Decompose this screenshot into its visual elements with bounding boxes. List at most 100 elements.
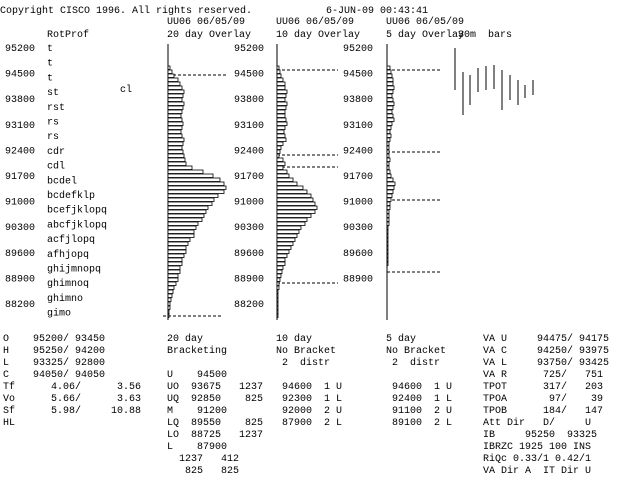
tpo-letters: gimo [47, 308, 71, 320]
profile-bar [276, 265, 284, 270]
profile-bar [167, 141, 184, 146]
price-label: 91700 [5, 172, 35, 183]
summary-line: RiQc 0.33/1 0.42/1 [483, 453, 591, 465]
summary-line: L 93325/ 92800 [3, 357, 105, 369]
profile-bar [276, 201, 316, 206]
price-label: 93100 [343, 121, 373, 132]
price-label: 94500 [234, 70, 264, 81]
profile-bar [167, 121, 184, 126]
profile-bar [167, 265, 181, 270]
profile-bar [386, 165, 390, 170]
profile-bar [386, 93, 393, 98]
profile-bar [386, 129, 391, 134]
profile-bar [167, 273, 179, 278]
profile-bar [167, 261, 183, 266]
profile-bar [167, 313, 170, 318]
profile-bar [276, 113, 286, 118]
profile-bar [386, 245, 389, 250]
profile-bar [167, 217, 203, 222]
price-label: 90300 [343, 223, 373, 234]
price-label: 93100 [234, 121, 264, 132]
profile-bar [167, 285, 175, 290]
summary-line: Tf 4.06/ 3.56 [3, 381, 141, 393]
profile-bar [386, 241, 389, 246]
profile-bar [386, 177, 394, 182]
profile-bar [167, 193, 219, 198]
profile-bar [386, 213, 390, 218]
price-label: 92400 [234, 146, 264, 157]
price-label: 94500 [343, 70, 373, 81]
summary-line: 94600 1 U [386, 382, 452, 393]
profile-bar [386, 133, 392, 138]
price-label: 89600 [5, 249, 35, 260]
profile-bar [167, 177, 221, 182]
profile-bar [386, 113, 394, 118]
profile-bar [167, 197, 215, 202]
tpo-letters: bcdefklp [47, 190, 95, 202]
profile-bar [167, 117, 183, 122]
summary-line: Bracketing [167, 345, 227, 357]
summary-line: VA C 94250/ 93975 [483, 345, 609, 357]
profile-bar [386, 117, 395, 122]
profile-bar [276, 225, 302, 230]
profile-bar [276, 237, 296, 242]
summary-line: 89100 2 L [386, 418, 452, 429]
profile-bar [276, 205, 318, 210]
profile-bar [167, 113, 182, 118]
profile-bar [167, 253, 185, 258]
profile-bar [386, 189, 394, 194]
summary-line: 94600 1 U [276, 382, 342, 393]
summary-line: VA L 93750/ 93425 [483, 357, 609, 369]
profile-bar [386, 185, 395, 190]
profile-bar [167, 97, 183, 102]
profile-bar [276, 297, 279, 302]
price-label: 92400 [5, 146, 35, 157]
profile-bar [167, 205, 209, 210]
summary-line: 91100 2 U [386, 406, 452, 417]
profile-bar [167, 81, 181, 86]
profile-bar [386, 197, 392, 202]
overlay-label: 10 day Overlay [276, 29, 360, 41]
overlay-symbol: UU06 06/05/09 [167, 16, 245, 28]
profile-bar [167, 169, 204, 174]
rotprof-title: RotProf [47, 29, 89, 41]
price-label: 88900 [5, 274, 35, 285]
profile-bar [167, 269, 181, 274]
profile-bar [276, 137, 287, 142]
summary-line: VA Dir A IT Dir U [483, 465, 591, 477]
profile-bar [167, 93, 184, 98]
summary-line: Att Dir D/ U [483, 417, 591, 429]
profile-bar [276, 65, 280, 70]
profile-bar [386, 109, 393, 114]
price-label: 95200 [234, 44, 264, 55]
summary-line: 2 distr [386, 357, 440, 369]
summary-line: 87900 2 L [276, 418, 342, 429]
profile-bar [276, 145, 282, 150]
price-label: 90300 [234, 223, 264, 234]
price-label: 89600 [234, 249, 264, 260]
profile-bar [276, 309, 279, 314]
summary-line: TPOA 97/ 39 [483, 393, 603, 405]
summary-line: 5 day [386, 333, 416, 345]
profile-bar [276, 269, 283, 274]
profile-bar [276, 161, 286, 166]
price-label: 93800 [343, 95, 373, 106]
profile-bar [276, 129, 285, 134]
profile-bar [276, 89, 288, 94]
price-label: 94500 [5, 70, 35, 81]
copyright: Copyright CISCO 1996. All rights reserve… [0, 5, 252, 17]
profile-bar [276, 173, 290, 178]
profile-bar [276, 197, 314, 202]
profile-bar [276, 121, 288, 126]
profile-bar [276, 257, 286, 262]
profile-bar [276, 241, 294, 246]
profile-bar [386, 97, 394, 102]
profile-bar [276, 101, 288, 106]
summary-line: L 87900 [167, 442, 227, 453]
price-label: 88900 [234, 274, 264, 285]
profile-bar [167, 293, 173, 298]
rotprof-note: cl [120, 84, 132, 96]
profile-bar [276, 217, 308, 222]
profile-bar [386, 125, 392, 130]
